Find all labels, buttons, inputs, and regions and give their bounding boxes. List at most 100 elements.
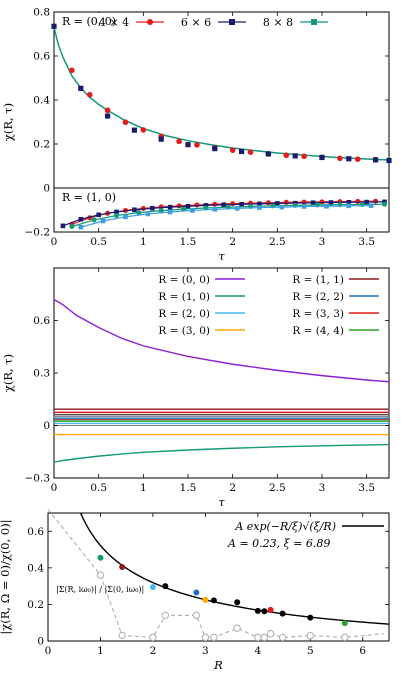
panel-top-chart: 0 0.5 1 1.5 2 2.5 3 3.5−0.200.20.40.60.8τχ(R, τ… <box>1 7 392 263</box>
series-4x4-point <box>229 147 236 153</box>
series-curve <box>53 443 390 463</box>
sigma-marker <box>233 624 241 632</box>
series-6x6-point <box>386 157 392 164</box>
series-6x6-point <box>265 151 271 157</box>
panel-middle-chart: 0 0.5 1 1.5 2 2.5 3 3.5−0.300.30.6τχ(R, τ)R = (… <box>1 267 390 509</box>
r10-marker <box>185 203 191 209</box>
x-tick-label: 2 <box>150 645 157 657</box>
annotation-r00: R = (0, 0) <box>62 15 116 28</box>
r10-marker <box>96 212 101 218</box>
r10-marker <box>234 206 240 211</box>
annotation-bg <box>58 190 128 206</box>
y-tick-label: 0.4 <box>27 562 44 574</box>
sigma-marker <box>210 633 218 642</box>
legend-marker <box>147 19 153 25</box>
data-point <box>193 589 200 596</box>
x-tick-label: 0 <box>45 645 52 657</box>
x-tick-label: 1 <box>97 645 104 657</box>
x-tick-label: 0 <box>51 482 58 494</box>
legend-label: 6 × 6 <box>181 16 211 29</box>
series-6x6-point <box>373 157 379 163</box>
r10-marker <box>114 209 119 215</box>
x-tick-label: 1 <box>140 236 147 248</box>
r10-marker <box>194 202 200 208</box>
legend-label: R = (2, 0) <box>158 308 210 320</box>
series-4x4-point <box>337 155 343 162</box>
x-tick-label: 2 <box>229 236 236 248</box>
x-tick-label: 6 <box>359 645 366 657</box>
sigma-marker <box>96 571 105 579</box>
r10-marker <box>158 208 164 214</box>
r10-marker <box>176 203 182 209</box>
legend-label: R = (1, 0) <box>158 291 210 303</box>
sigma-curve <box>47 508 384 638</box>
r10-marker <box>167 204 173 210</box>
r10-marker <box>91 217 97 223</box>
data-point <box>162 583 169 590</box>
legend-label: R = (1, 1) <box>292 274 344 286</box>
y-tick-label: 0 <box>37 636 44 648</box>
series-6x6-point <box>346 156 352 162</box>
data-point <box>97 554 104 561</box>
r10-marker <box>145 211 151 217</box>
legend-label: R = (4, 4) <box>292 325 344 337</box>
series-4x4-point <box>247 149 254 155</box>
y-axis-label: χ(R, τ) <box>1 354 15 392</box>
x-tick-label: 1 <box>140 482 147 494</box>
data-point <box>307 614 314 621</box>
legend-label: R = (3, 3) <box>292 308 344 320</box>
series-4x4-point <box>354 156 361 162</box>
r10-marker <box>275 201 280 206</box>
data-point <box>267 606 274 613</box>
series-6x6-point <box>105 113 111 119</box>
series-4x4-point <box>140 127 147 133</box>
series-6x6-point <box>78 85 84 91</box>
r10-marker <box>364 199 369 205</box>
r10-marker <box>373 198 379 204</box>
legend-label: 8 × 8 <box>263 16 293 29</box>
r10-curve <box>80 205 372 228</box>
r10-marker <box>265 200 271 206</box>
r10-marker <box>310 200 316 206</box>
series-8x8-line <box>53 27 390 161</box>
series-6x6-point <box>239 148 245 155</box>
r10-marker <box>69 224 75 229</box>
r10-marker <box>283 199 289 205</box>
r10-marker <box>136 210 142 216</box>
data-point <box>279 610 286 617</box>
y-tick-label: 0.4 <box>33 95 50 107</box>
r10-marker <box>279 204 285 210</box>
series-4x4-point <box>104 107 111 114</box>
series-6x6-point <box>319 154 325 161</box>
r10-marker <box>301 204 307 209</box>
legend-label: 4 × 4 <box>99 16 129 29</box>
series-4x4-point <box>122 119 129 126</box>
sigma-label: |Σ(R, iω₀)| / |Σ(0, iω₀)| <box>56 585 144 594</box>
y-tick-label: −0.3 <box>25 473 51 485</box>
plot-frame <box>47 512 390 642</box>
r10-marker <box>149 205 155 211</box>
x-axis-label: τ <box>218 249 225 263</box>
series-curve <box>53 298 390 383</box>
r10-marker <box>114 213 120 218</box>
x-tick-label: 5 <box>307 645 314 657</box>
data-point <box>261 608 268 615</box>
plot-frame <box>53 11 390 233</box>
data-point <box>254 607 261 614</box>
r10-marker <box>324 203 329 209</box>
data-point <box>202 596 209 603</box>
data-point <box>149 584 156 591</box>
y-tick-label: 0.6 <box>33 51 50 63</box>
legend-marker <box>311 19 317 25</box>
x-tick-label: 0.5 <box>90 236 107 248</box>
sigma-marker <box>266 629 275 638</box>
y-tick-label: 0 <box>43 183 50 195</box>
y-tick-label: −0.2 <box>25 227 51 239</box>
r10-marker <box>301 199 307 205</box>
r10-marker <box>100 218 106 224</box>
x-tick-label: 2.5 <box>269 236 286 248</box>
r10-marker <box>257 201 262 207</box>
r10-marker <box>346 203 352 209</box>
r10-marker <box>346 200 352 205</box>
